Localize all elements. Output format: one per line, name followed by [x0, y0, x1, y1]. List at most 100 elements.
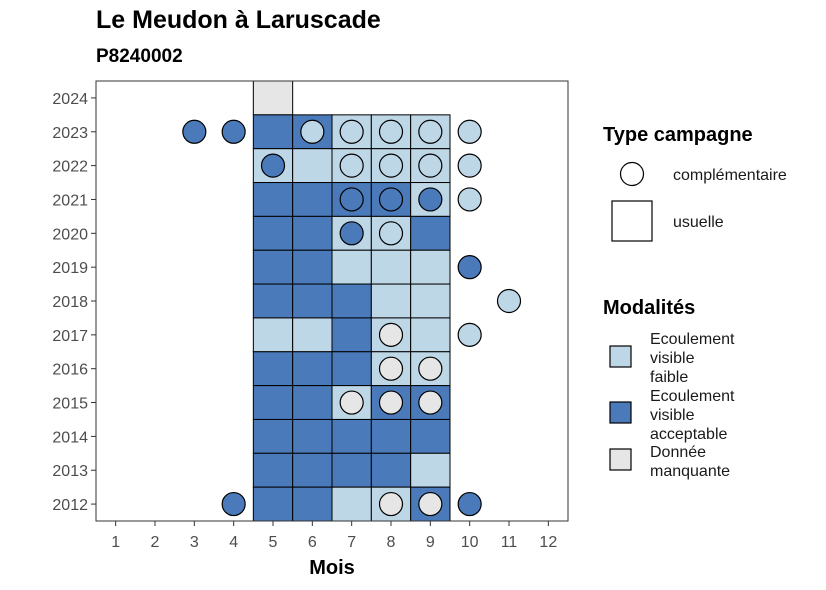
x-tick-label-9: 9	[426, 534, 435, 551]
tiles-layer	[252, 80, 451, 522]
point-2012-8	[378, 491, 404, 517]
tile-2024-5	[252, 80, 294, 116]
chart-title: Le Meudon à Laruscade	[96, 6, 381, 34]
x-tick-label-7: 7	[347, 534, 356, 551]
tile-2014-6	[292, 418, 333, 454]
legend-type-label-square: usuelle	[673, 214, 724, 231]
x-tick-label-12: 12	[539, 534, 557, 551]
tile-2023-5	[252, 114, 294, 150]
tile-2020-9	[410, 215, 451, 251]
tile-2018-6	[292, 283, 333, 319]
tile-2015-5	[252, 385, 294, 420]
x-tick-label-8: 8	[387, 534, 396, 551]
tile-2020-6	[292, 215, 333, 251]
point-2023-3	[182, 119, 207, 144]
tile-2021-5	[252, 182, 294, 217]
tile-2014-8	[370, 418, 412, 454]
tile-2017-6	[292, 317, 333, 353]
legend-modalite-key-0	[609, 345, 632, 368]
y-tick-label-2014: 2014	[52, 429, 88, 446]
point-2023-7	[339, 119, 364, 144]
legend: Type campagne complémentaire usuelle Modali…	[603, 124, 787, 480]
point-2023-6	[300, 119, 325, 144]
point-2023-9	[418, 119, 443, 144]
point-2021-8	[378, 187, 404, 212]
x-axis: 1 2 3 4 5 6 7 8 9 10 11 12	[111, 521, 557, 551]
tile-2018-8	[370, 283, 412, 319]
x-tick-label-4: 4	[229, 534, 238, 551]
x-tick-label-2: 2	[151, 534, 160, 551]
point-2023-10	[457, 119, 482, 144]
tile-2017-9	[410, 317, 451, 353]
tile-2014-7	[331, 418, 372, 454]
point-2021-9	[418, 187, 443, 212]
tile-2018-9	[410, 283, 451, 319]
tile-2019-5	[252, 249, 294, 285]
tile-2014-5	[252, 418, 294, 454]
tile-2019-9	[410, 249, 451, 285]
point-2015-8	[378, 390, 404, 415]
points-layer	[182, 119, 522, 517]
tile-2016-7	[331, 351, 372, 387]
tile-2013-9	[410, 452, 451, 488]
tile-2019-6	[292, 249, 333, 285]
point-2012-9	[418, 491, 443, 517]
x-tick-label-5: 5	[269, 534, 278, 551]
y-tick-label-2019: 2019	[52, 260, 88, 277]
legend-type-label-circle: complémentaire	[673, 167, 787, 184]
point-2022-5	[260, 153, 286, 178]
point-2019-10	[457, 255, 482, 280]
tile-2020-5	[252, 215, 294, 251]
point-2022-8	[378, 153, 404, 178]
legend-modalite-label-0-1: visible	[650, 350, 695, 367]
point-2020-7	[339, 221, 364, 246]
tile-2015-6	[292, 385, 333, 420]
tile-2018-5	[252, 283, 294, 319]
tile-2019-7	[331, 249, 372, 285]
tile-2017-5	[252, 317, 294, 353]
y-tick-label-2020: 2020	[52, 226, 88, 243]
point-2012-4	[221, 491, 246, 517]
point-2020-8	[378, 221, 404, 246]
legend-modalite-label-1-0: Ecoulement	[650, 388, 735, 405]
y-tick-label-2013: 2013	[52, 463, 88, 480]
y-tick-label-2023: 2023	[52, 125, 88, 142]
legend-modalite-key-1	[609, 401, 632, 424]
tile-2013-7	[331, 452, 372, 488]
tile-2017-7	[331, 317, 372, 353]
point-2022-7	[339, 153, 364, 178]
legend-modalite-key-2	[609, 448, 632, 471]
tile-2014-9	[410, 418, 451, 454]
legend-circle-key	[619, 161, 645, 187]
y-axis: 2012 2013 2014 2015 2016 2017 2018 2019 2020 2021…	[52, 91, 96, 514]
y-tick-label-2012: 2012	[52, 497, 88, 514]
point-2012-10	[457, 491, 482, 517]
point-2023-4	[221, 119, 246, 144]
point-2021-10	[457, 187, 482, 212]
legend-type-campagne-title: Type campagne	[603, 124, 753, 146]
point-2018-11	[496, 288, 522, 314]
x-tick-label-10: 10	[461, 534, 479, 551]
point-2016-9	[418, 356, 443, 381]
y-tick-label-2021: 2021	[52, 192, 88, 209]
legend-modalite-label-0-0: Ecoulement	[650, 331, 735, 348]
tile-2013-8	[370, 452, 412, 488]
point-2017-8	[378, 322, 404, 347]
x-axis-title: Mois	[309, 557, 355, 579]
tile-2016-5	[252, 351, 294, 387]
legend-modalite-label-2-0: Donnée	[650, 444, 706, 461]
tile-2018-7	[331, 283, 372, 319]
legend-square-key	[611, 200, 653, 242]
tile-2021-6	[292, 182, 333, 217]
point-2016-8	[378, 356, 404, 381]
tile-2012-5	[252, 486, 294, 522]
legend-modalites-title: Modalités	[603, 297, 695, 319]
tile-2022-6	[292, 148, 333, 184]
x-tick-label-6: 6	[308, 534, 317, 551]
y-tick-label-2024: 2024	[52, 91, 88, 108]
x-tick-label-11: 11	[501, 534, 518, 551]
x-tick-label-1: 1	[111, 534, 120, 551]
tile-2016-6	[292, 351, 333, 387]
point-2023-8	[378, 119, 404, 144]
